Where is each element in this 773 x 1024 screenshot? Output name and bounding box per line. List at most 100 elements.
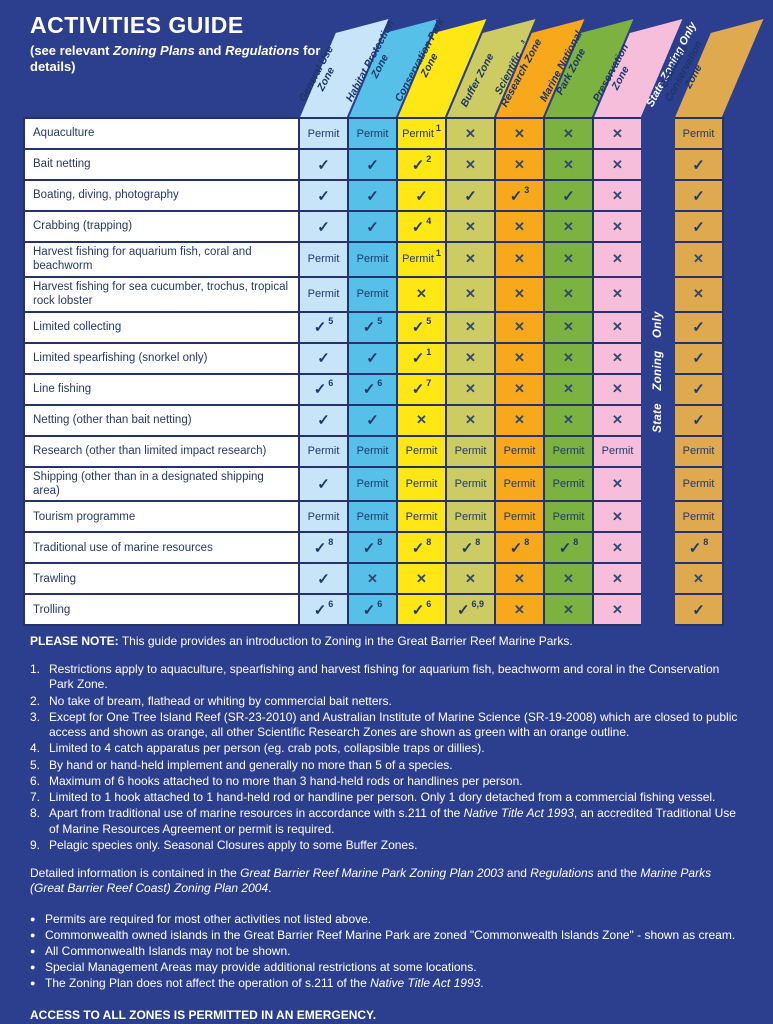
footnote-text: Apart from traditional use of marine res… xyxy=(49,806,736,836)
zone-cell: Permit xyxy=(675,119,722,148)
bullet-item: ● All Commonwealth Islands may not be sho… xyxy=(30,944,746,959)
activity-label: Aquaculture xyxy=(25,119,298,148)
zone-cell: ✕ xyxy=(594,595,641,625)
zone-cell: Permit xyxy=(496,502,543,532)
footnote-item: 6. Maximum of 6 hooks attached to no more… xyxy=(30,774,746,789)
zone-cell: ✕ xyxy=(594,343,641,373)
please-note-label: PLEASE NOTE: xyxy=(30,634,119,648)
zone-cell: Permit xyxy=(300,277,347,311)
zone-cell: ✓ 2 xyxy=(398,150,445,179)
zone-cell: ✓ xyxy=(675,405,722,435)
access-emergency-line: ACCESS TO ALL ZONES IS PERMITTED IN AN E… xyxy=(30,1007,377,1022)
zone-cell: ✓ xyxy=(300,467,347,501)
zone-cell: ✕ xyxy=(545,119,592,148)
zone-cell: ✕ xyxy=(545,343,592,373)
zone-cell: ✓ 8 xyxy=(675,533,722,563)
footnote-number: 7. xyxy=(30,790,41,805)
zone-cell: ✓ xyxy=(349,181,396,210)
zone-cell: ✓ xyxy=(300,181,347,210)
footnote-number: 3. xyxy=(30,709,41,724)
zone-cell: Permit xyxy=(545,502,592,532)
activity-label: Netting (other than bait netting) xyxy=(25,405,298,435)
zone-cell: ✓ 5 xyxy=(300,312,347,342)
zone-cell: ✓ 6 xyxy=(349,595,396,625)
zone-cell: Permit xyxy=(300,243,347,276)
zone-cell: ✓ xyxy=(349,343,396,373)
zone-cell: Permit xyxy=(545,436,592,466)
zone-cell: ✓ 8 xyxy=(349,533,396,563)
zone-cell: ✓ 6 xyxy=(398,595,445,625)
bullet-icon: ● xyxy=(30,913,36,924)
zone-cell: Permit xyxy=(675,436,722,466)
zone-cell: ✓ xyxy=(675,595,722,625)
zone-cell: ✕ xyxy=(496,119,543,148)
footnote-number: 9. xyxy=(30,837,41,852)
activity-label: Harvest fishing for aquarium fish, coral… xyxy=(25,243,298,276)
zone-cell: ✓ xyxy=(675,312,722,342)
bullet-item: ● Special Management Areas may provide ad… xyxy=(30,960,746,975)
zone-cell: ✓ xyxy=(675,181,722,210)
bullet-text: The Zoning Plan does not affect the oper… xyxy=(45,976,484,991)
zone-cell: ✓ xyxy=(300,212,347,241)
bullet-list: ● Permits are required for most other act… xyxy=(30,912,746,992)
zone-cell: ✓ 6,9 xyxy=(447,595,494,625)
footnote-number: 5. xyxy=(30,757,41,772)
bullet-item: ● The Zoning Plan does not affect the ope… xyxy=(30,976,746,991)
state-zoning-only-strip: State Zoning Only xyxy=(641,117,675,627)
zone-cell: ✕ xyxy=(447,150,494,179)
zone-cell: Permit xyxy=(300,502,347,532)
zone-cell: ✓ 5 xyxy=(349,312,396,342)
zone-cell: Permit xyxy=(349,243,396,276)
zone-cell: ✕ xyxy=(545,564,592,594)
zone-cell: ✓ 6 xyxy=(300,595,347,625)
zone-cell: ✕ xyxy=(447,212,494,241)
footnote-item: 2. No take of bream, flathead or whiting … xyxy=(30,694,746,709)
bullet-text: Permits are required for most other acti… xyxy=(45,911,372,926)
bullet-text: Commonwealth owned islands in the Great … xyxy=(45,927,736,942)
footnote-text: Limited to 4 catch apparatus per person … xyxy=(49,741,485,756)
zone-cell: ✓ xyxy=(349,405,396,435)
zone-cell: ✕ xyxy=(496,595,543,625)
zone-cell: ✕ xyxy=(496,243,543,276)
zone-cell: ✕ xyxy=(594,564,641,594)
footnote-text: No take of bream, flathead or whiting by… xyxy=(49,693,392,708)
zone-cell: ✕ xyxy=(594,277,641,311)
zone-cell: ✓ 8 xyxy=(300,533,347,563)
zone-cell: ✕ xyxy=(675,564,722,594)
activity-label: Harvest fishing for sea cucumber, trochu… xyxy=(25,277,298,311)
activity-label: Boating, diving, photography xyxy=(25,181,298,210)
bullet-icon: ● xyxy=(30,978,36,989)
bullet-icon: ● xyxy=(30,929,36,940)
zone-cell: Permit xyxy=(349,119,396,148)
footnote-text: Restrictions apply to aquaculture, spear… xyxy=(49,662,720,692)
activity-label: Shipping (other than in a designated shi… xyxy=(25,467,298,501)
state-zoning-only-vertical-label: State Zoning Only xyxy=(652,310,664,433)
activity-label: Trolling xyxy=(25,595,298,625)
zone-cell: ✓ xyxy=(447,181,494,210)
zone-cell: ✕ xyxy=(675,277,722,311)
footnote-list: 1. Restrictions apply to aquaculture, spe… xyxy=(30,662,746,853)
footnote-item: 8. Apart from traditional use of marine r… xyxy=(30,806,746,836)
activity-label: Traditional use of marine resources xyxy=(25,533,298,563)
zone-cell: ✓ 8 xyxy=(447,533,494,563)
zone-cell: ✓ 8 xyxy=(545,533,592,563)
zone-cell: Permit xyxy=(349,277,396,311)
zone-cell: ✕ xyxy=(496,277,543,311)
zone-cell: ✓ 8 xyxy=(496,533,543,563)
zone-cell: ✕ xyxy=(496,312,543,342)
zone-cell: ✕ xyxy=(594,212,641,241)
zone-cell: Permit xyxy=(447,502,494,532)
zone-cell: Permit xyxy=(675,502,722,532)
zone-cell: ✕ xyxy=(594,119,641,148)
bullet-item: ● Permits are required for most other act… xyxy=(30,912,746,927)
zone-cell: ✕ xyxy=(545,405,592,435)
please-note-line: PLEASE NOTE: This guide provides an intr… xyxy=(30,634,746,649)
zone-cell: Permit xyxy=(447,467,494,501)
zone-cell: Permit xyxy=(398,467,445,501)
bullet-text: All Commonwealth Islands may not be show… xyxy=(45,943,291,958)
please-note-text: This guide provides an introduction to Z… xyxy=(121,634,573,648)
zone-cell: ✕ xyxy=(594,374,641,404)
zone-column-headers: General Use Zone Habitat Protection Zone C… xyxy=(0,0,773,117)
zone-cell: ✕ xyxy=(496,212,543,241)
